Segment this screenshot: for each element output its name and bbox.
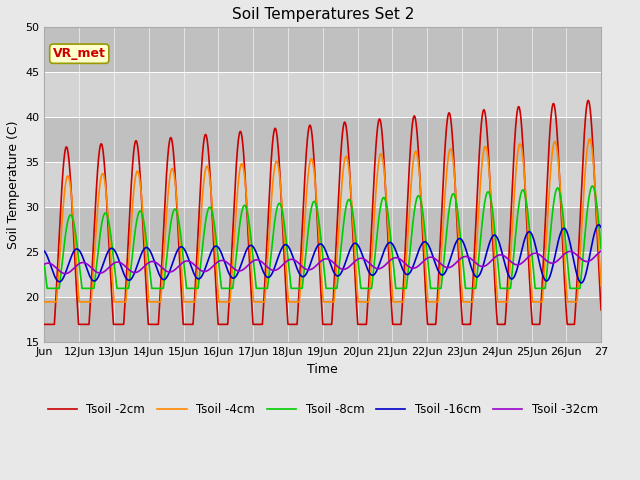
Tsoil -4cm: [136, 181, 144, 187]
X-axis label: Time: Time: [307, 363, 338, 376]
Line: Tsoil -16cm: Tsoil -16cm: [45, 225, 601, 283]
Y-axis label: Soil Temperature (C): Soil Temperature (C): [7, 120, 20, 249]
Tsoil -8cm: [452, 198, 460, 204]
Tsoil -8cm: [589, 183, 596, 189]
Tsoil -2cm: [41, 322, 49, 327]
Tsoil -16cm: [577, 280, 585, 286]
Text: VR_met: VR_met: [53, 47, 106, 60]
Line: Tsoil -2cm: Tsoil -2cm: [45, 100, 601, 324]
Tsoil -8cm: [597, 246, 605, 252]
Tsoil -4cm: [401, 285, 408, 291]
Tsoil -16cm: [452, 240, 460, 246]
Tsoil -2cm: [136, 175, 144, 181]
Tsoil -4cm: [41, 299, 49, 305]
Tsoil -2cm: [476, 134, 484, 140]
Tsoil -2cm: [597, 307, 605, 313]
Bar: [45, 207, 601, 252]
Tsoil -2cm: [468, 296, 476, 301]
Tsoil -32cm: [41, 261, 49, 267]
Tsoil -2cm: [584, 97, 592, 103]
Tsoil -4cm: [468, 299, 476, 305]
Tsoil -4cm: [586, 136, 593, 142]
Line: Tsoil -32cm: Tsoil -32cm: [45, 251, 601, 274]
Tsoil -4cm: [597, 283, 605, 288]
Tsoil -4cm: [476, 182, 484, 188]
Tsoil -16cm: [597, 225, 605, 230]
Bar: [45, 297, 601, 342]
Tsoil -16cm: [476, 271, 484, 276]
Tsoil -16cm: [468, 267, 476, 273]
Tsoil -32cm: [412, 265, 420, 271]
Title: Soil Temperatures Set 2: Soil Temperatures Set 2: [232, 7, 414, 22]
Tsoil -8cm: [477, 237, 484, 243]
Tsoil -4cm: [452, 190, 460, 195]
Tsoil -16cm: [595, 222, 603, 228]
Tsoil -32cm: [401, 260, 408, 266]
Tsoil -4cm: [412, 148, 419, 154]
Tsoil -2cm: [412, 117, 419, 123]
Tsoil -32cm: [452, 260, 460, 266]
Tsoil -16cm: [401, 270, 408, 276]
Tsoil -8cm: [401, 286, 408, 291]
Legend: Tsoil -2cm, Tsoil -4cm, Tsoil -8cm, Tsoil -16cm, Tsoil -32cm: Tsoil -2cm, Tsoil -4cm, Tsoil -8cm, Tsoi…: [43, 399, 603, 421]
Tsoil -32cm: [597, 248, 605, 254]
Tsoil -32cm: [61, 271, 69, 276]
Tsoil -8cm: [412, 200, 420, 205]
Tsoil -8cm: [41, 263, 49, 269]
Line: Tsoil -8cm: Tsoil -8cm: [45, 186, 601, 288]
Tsoil -32cm: [468, 257, 476, 263]
Bar: [45, 27, 601, 72]
Tsoil -32cm: [136, 267, 144, 273]
Tsoil -2cm: [452, 195, 460, 201]
Tsoil -32cm: [477, 263, 484, 269]
Tsoil -2cm: [401, 262, 408, 267]
Bar: [45, 117, 601, 162]
Tsoil -16cm: [41, 248, 49, 254]
Line: Tsoil -4cm: Tsoil -4cm: [45, 139, 601, 302]
Tsoil -8cm: [468, 286, 476, 291]
Bar: [45, 162, 601, 207]
Tsoil -8cm: [44, 286, 51, 291]
Bar: [45, 252, 601, 297]
Bar: [45, 72, 601, 117]
Tsoil -16cm: [412, 256, 419, 262]
Tsoil -16cm: [136, 253, 144, 259]
Tsoil -8cm: [136, 208, 144, 214]
